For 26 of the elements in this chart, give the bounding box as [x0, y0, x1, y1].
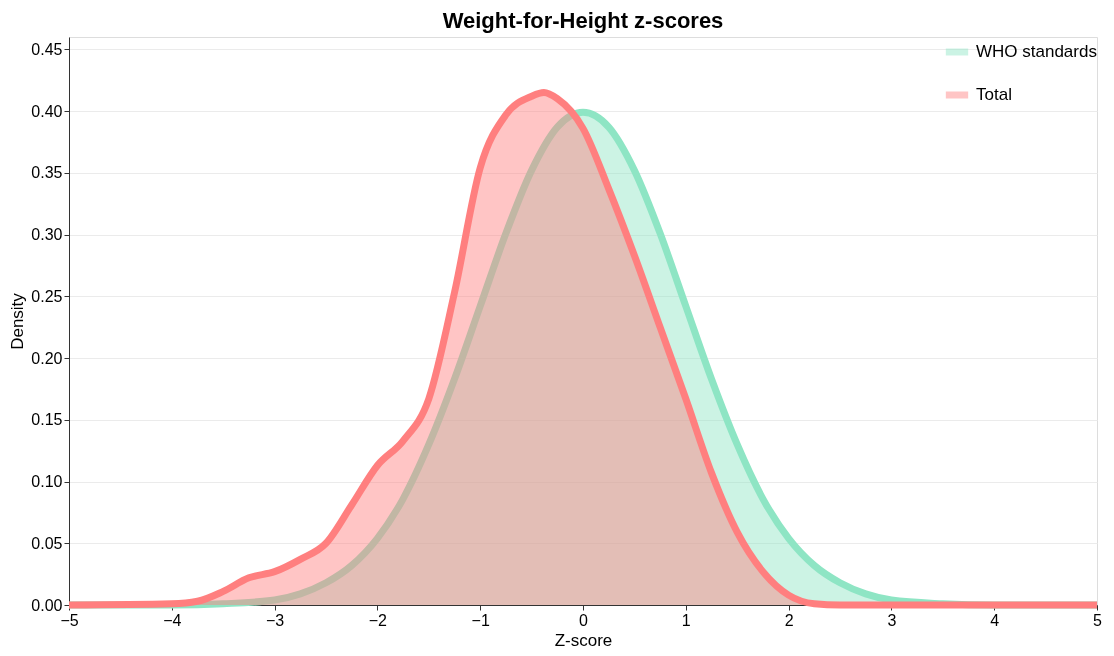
y-tick-label: 0.05 [31, 534, 63, 552]
x-tick-label: 2 [784, 611, 794, 629]
y-tick-label: 0.45 [31, 40, 63, 58]
y-tick-label: 0.30 [31, 226, 63, 244]
y-axis-title: Density [8, 292, 28, 350]
y-tick-label: 0.00 [31, 596, 63, 614]
x-tick-label: −1 [471, 611, 490, 629]
y-tick-label: 0.15 [31, 411, 63, 429]
x-tick-label: 0 [579, 611, 589, 629]
x-tick-label: −5 [60, 611, 79, 629]
x-tick-label: 1 [681, 611, 691, 629]
y-tick-label: 0.20 [31, 349, 63, 367]
x-tick-label: 5 [1093, 611, 1103, 629]
chart-title: Weight-for-Height z-scores [442, 8, 724, 33]
legend-label: WHO standards [976, 42, 1097, 61]
x-tick-label: −2 [368, 611, 388, 629]
y-tick-label: 0.35 [31, 164, 63, 182]
x-tick-label: 3 [887, 611, 897, 629]
x-tick-label: 4 [990, 611, 1000, 629]
legend-label: Total [976, 85, 1012, 104]
y-tick-label: 0.10 [31, 473, 63, 491]
x-tick-label: −4 [163, 611, 182, 629]
y-tick-label: 0.25 [31, 287, 63, 305]
y-tick-label: 0.40 [31, 102, 63, 120]
x-tick-label: −3 [265, 611, 285, 629]
x-axis-title: Z-score [554, 630, 613, 650]
